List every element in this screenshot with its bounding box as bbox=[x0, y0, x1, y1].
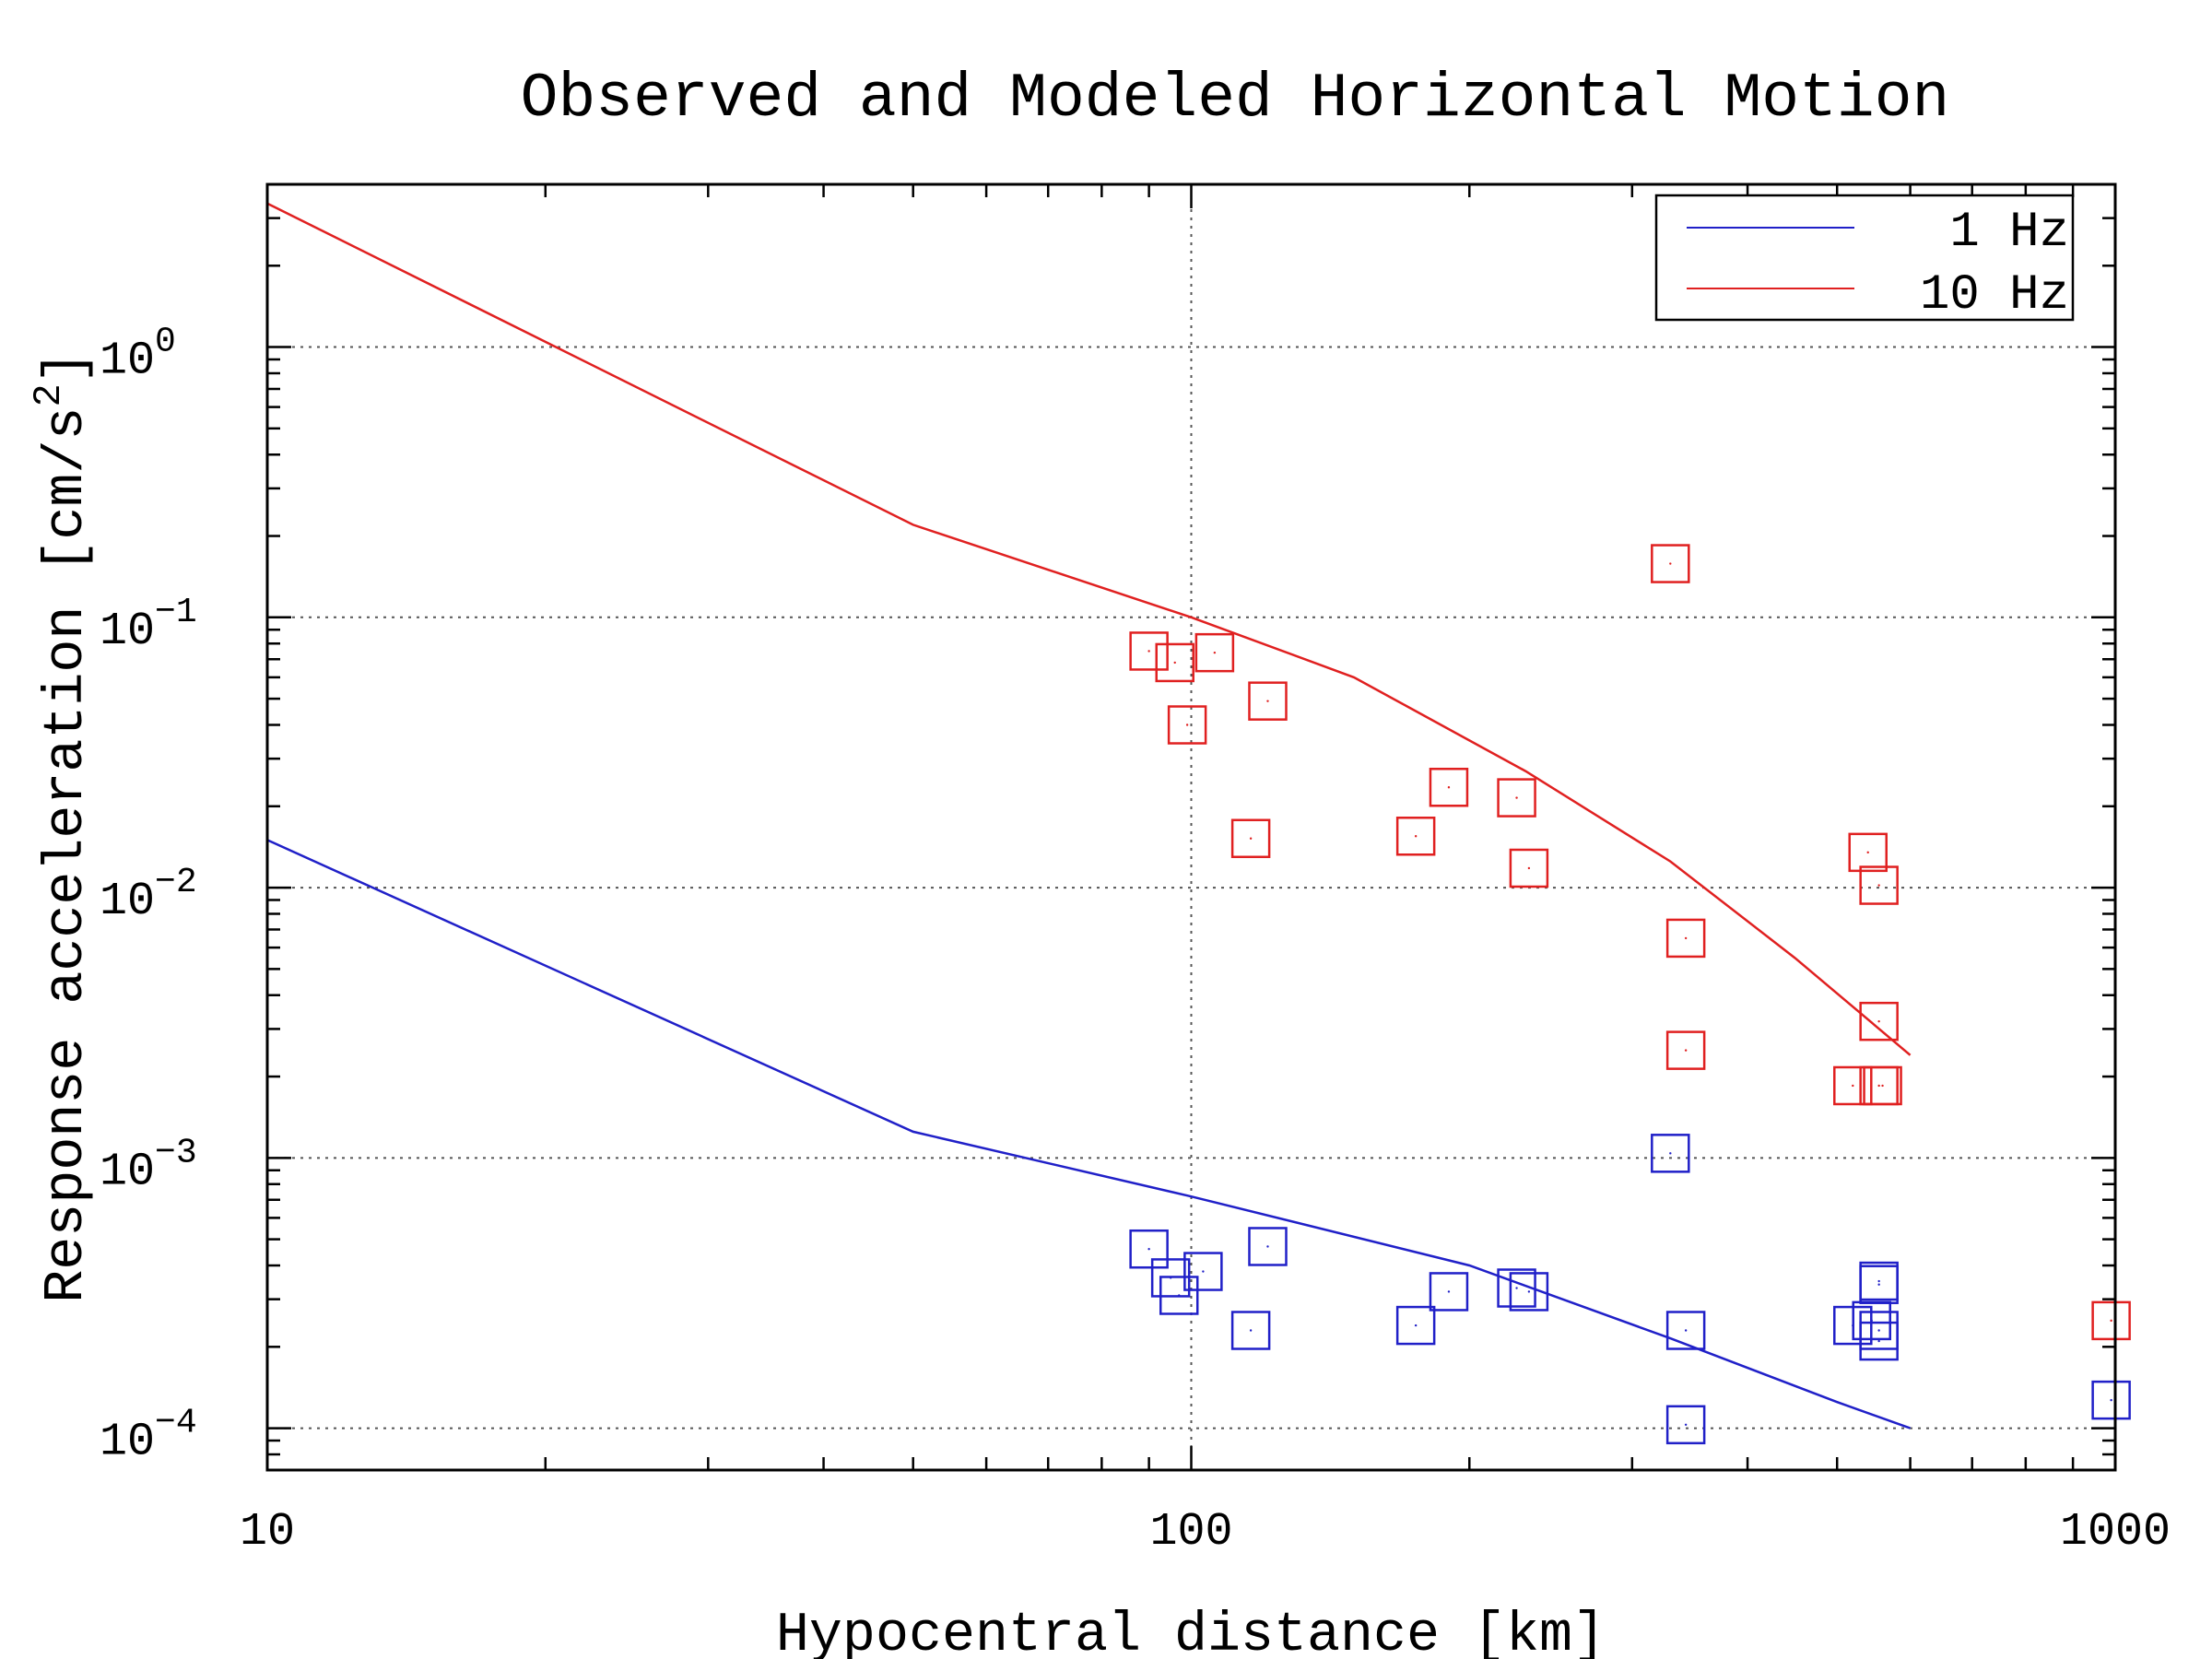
data-point-center bbox=[1877, 1019, 1880, 1023]
data-point bbox=[1183, 1252, 1223, 1291]
data-point-center bbox=[1515, 1287, 1518, 1289]
y-tick-label: 10−2 bbox=[100, 863, 197, 928]
data-point-center bbox=[1147, 650, 1150, 653]
y-axis-label-main: Response acceleration [cm/s bbox=[36, 407, 99, 1303]
data-point-center bbox=[1870, 1319, 1873, 1323]
data-point-center bbox=[1881, 1084, 1884, 1088]
legend-label-10hz: 10 Hz bbox=[1920, 267, 2069, 324]
data-point-center bbox=[1669, 562, 1672, 565]
data-point-center bbox=[1527, 1290, 1531, 1293]
data-point-center bbox=[1213, 651, 1217, 654]
data-point-center bbox=[1447, 786, 1451, 789]
data-point bbox=[1509, 1272, 1549, 1312]
data-point-center bbox=[1877, 1339, 1880, 1343]
legend-label-1hz: 1 Hz bbox=[1949, 205, 2069, 261]
data-point-center bbox=[1684, 936, 1688, 940]
y-tick-label: 10−4 bbox=[100, 1404, 197, 1469]
data-point-center bbox=[1877, 1084, 1880, 1088]
y-axis-label: Response acceleration [cm/s2] bbox=[27, 350, 99, 1302]
data-point bbox=[1429, 767, 1469, 807]
data-point-center bbox=[1877, 1329, 1880, 1332]
data-point-center bbox=[1515, 796, 1518, 799]
data-point-center bbox=[1877, 1283, 1880, 1286]
data-point bbox=[1859, 865, 1899, 905]
data-point-center bbox=[2110, 1398, 2112, 1402]
series-lines bbox=[266, 202, 1912, 1430]
data-point bbox=[1155, 642, 1194, 683]
legend-box bbox=[1654, 194, 2075, 322]
data-point-center bbox=[1527, 866, 1531, 870]
data-point bbox=[1230, 1311, 1271, 1350]
data-point bbox=[1848, 832, 1888, 873]
data-point-center bbox=[1852, 1084, 1854, 1088]
data-point bbox=[1833, 1065, 1873, 1106]
data-point bbox=[1248, 1227, 1288, 1266]
x-tick-label: 10 bbox=[240, 1506, 295, 1559]
data-point-center bbox=[1185, 724, 1189, 726]
data-point-center bbox=[1447, 1290, 1451, 1293]
series-line-1 bbox=[266, 202, 1912, 1056]
data-point-center bbox=[1684, 1423, 1688, 1427]
data-point bbox=[1863, 1065, 1902, 1106]
legend: 1 Hz 10 Hz bbox=[1654, 194, 2075, 324]
data-point bbox=[1395, 816, 1436, 856]
data-point-center bbox=[1877, 1279, 1880, 1283]
data-point bbox=[1651, 1134, 1690, 1173]
data-point bbox=[1859, 1265, 1899, 1304]
data-point bbox=[1129, 631, 1169, 671]
x-tick-label: 1000 bbox=[2060, 1506, 2171, 1559]
y-axis-label-end: ] bbox=[36, 350, 99, 383]
data-point bbox=[1509, 848, 1549, 888]
data-point bbox=[2091, 1380, 2131, 1420]
data-point bbox=[1665, 1311, 1706, 1350]
grid-lines bbox=[267, 184, 2115, 1470]
data-point-center bbox=[1866, 851, 1869, 854]
y-tick-label: 10−3 bbox=[100, 1133, 197, 1198]
plot-frame bbox=[265, 182, 2117, 1472]
data-point bbox=[1651, 544, 1690, 583]
data-point bbox=[1665, 918, 1706, 959]
data-point-center bbox=[1877, 884, 1880, 887]
data-point bbox=[2091, 1300, 2131, 1341]
chart-title: Observed and Modeled Horizontal Motion bbox=[521, 64, 1950, 135]
data-point bbox=[1248, 681, 1288, 721]
series-line-0 bbox=[266, 839, 1912, 1430]
x-tick-labels: 10 100 1000 bbox=[240, 1506, 2171, 1559]
data-point-center bbox=[1266, 1245, 1269, 1248]
data-point bbox=[1230, 818, 1271, 858]
data-point bbox=[1497, 1268, 1536, 1308]
data-point bbox=[1167, 705, 1207, 745]
x-tick-label: 100 bbox=[1149, 1506, 1232, 1559]
y-tick-label: 10−1 bbox=[100, 593, 197, 658]
data-point-center bbox=[1684, 1329, 1688, 1332]
y-axis-label-sup: 2 bbox=[27, 383, 71, 406]
data-point-center bbox=[1414, 835, 1418, 838]
data-point bbox=[1497, 778, 1536, 818]
data-point-center bbox=[1178, 1294, 1181, 1297]
data-point bbox=[1859, 1321, 1899, 1361]
series-points bbox=[1129, 544, 2131, 1445]
data-point bbox=[1159, 1276, 1199, 1315]
x-axis-label: Hypocentral distance [km] bbox=[776, 1605, 1606, 1659]
data-point bbox=[1665, 1030, 1706, 1070]
data-point bbox=[1395, 1305, 1436, 1346]
data-point-center bbox=[2110, 1319, 2112, 1323]
data-point bbox=[1129, 1229, 1169, 1269]
data-point-center bbox=[1266, 700, 1269, 702]
data-point bbox=[1859, 1001, 1899, 1041]
data-point bbox=[1194, 632, 1235, 673]
y-tick-labels: 100 10−1 10−2 10−3 10−4 bbox=[100, 323, 197, 1469]
data-point bbox=[1429, 1272, 1469, 1312]
data-point-center bbox=[1669, 1152, 1672, 1155]
data-point-center bbox=[1249, 837, 1253, 840]
data-point-center bbox=[1202, 1270, 1205, 1273]
y-tick-label: 100 bbox=[100, 323, 176, 388]
data-point-center bbox=[1414, 1324, 1418, 1327]
data-point-center bbox=[1684, 1049, 1688, 1052]
data-point-center bbox=[1147, 1248, 1150, 1251]
data-point-center bbox=[1249, 1329, 1253, 1332]
data-point bbox=[1665, 1405, 1706, 1445]
data-point-center bbox=[1173, 661, 1176, 665]
